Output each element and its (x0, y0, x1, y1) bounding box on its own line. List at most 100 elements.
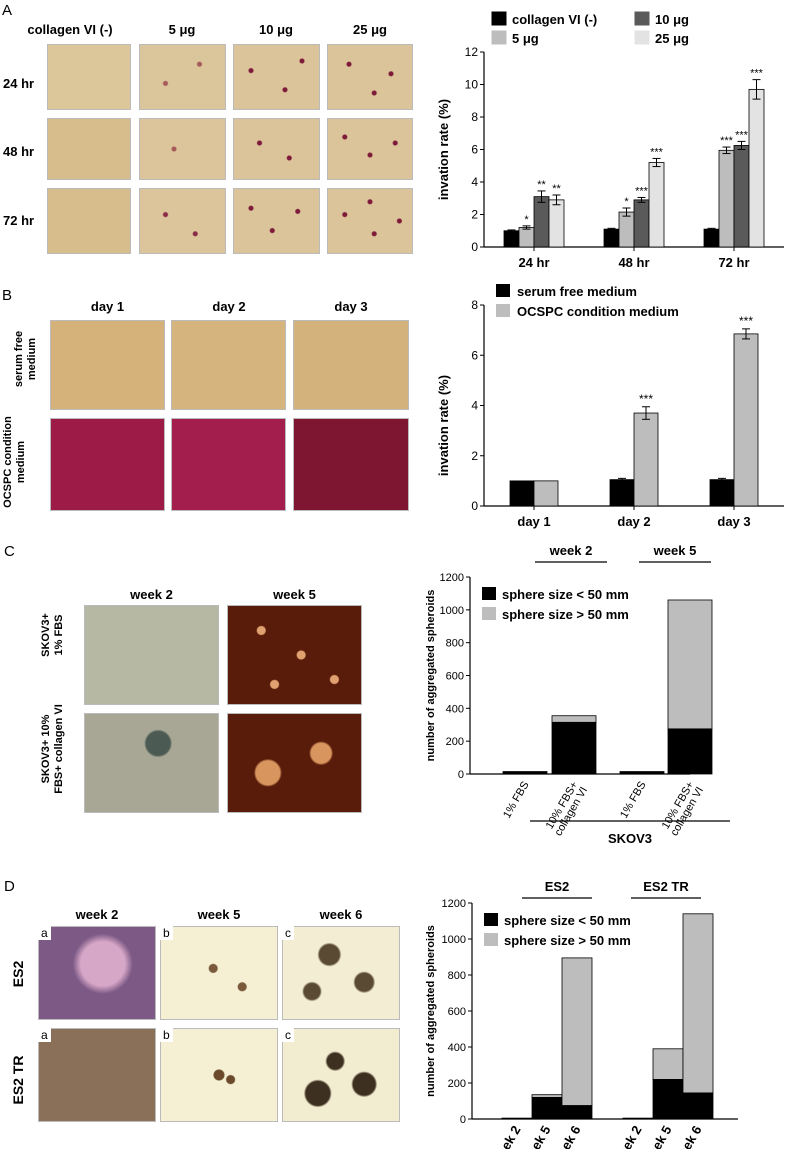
group-header: week 2 (549, 543, 593, 558)
legend-swatch (482, 587, 496, 600)
panel-a-col-header: 5 μg (168, 22, 196, 37)
legend-swatch (634, 30, 650, 45)
panel-b-row-label: serum free medium (13, 330, 38, 388)
cell-line-label: SKOV3 (608, 831, 652, 846)
bar (533, 196, 550, 248)
legend-label: sphere size < 50 mm (504, 913, 631, 928)
panel-b-row-label: OCSPC condition medium (2, 416, 27, 508)
y-tick-label: 2 (471, 208, 478, 222)
panel-c-col-header: week 2 (130, 587, 173, 602)
bar-segment (551, 715, 597, 723)
micrograph-48hr-10ug (233, 118, 320, 180)
micrograph-72hr-control (47, 188, 131, 254)
y-tick-label: 200 (446, 736, 464, 748)
panel-b-col-header: day 3 (334, 299, 368, 314)
significance-label: *** (720, 135, 734, 147)
bar-segment (622, 1117, 654, 1120)
y-tick-label: 6 (471, 143, 478, 157)
significance-label: ** (552, 183, 561, 195)
y-tick-label: 0 (458, 769, 464, 781)
panel-a-row-label: 24 hr (3, 76, 35, 91)
micrograph-48hr-5ug (139, 118, 226, 180)
legend-label: 5 μg (512, 31, 539, 46)
significance-label: *** (739, 314, 753, 328)
micrograph-skov3-10fbs-collagen-week5 (227, 713, 362, 813)
chart-b-invasion-rate: 0 2 4 6 8 invation rate (%) day 1 day 2 *** day 3… (436, 284, 784, 529)
micrograph-serum-free-day2 (171, 320, 286, 410)
legend-label: sphere size > 50 mm (502, 607, 629, 622)
micrograph-24hr-25ug (327, 44, 413, 110)
x-tick-label: day 2 (617, 514, 650, 529)
micrograph-es2tr-week2 (38, 1028, 156, 1122)
micrograph-skov3-1fbs-week2 (84, 605, 219, 705)
panel-letter-d: D (4, 878, 15, 895)
x-category-label: 1% FBS (618, 780, 649, 821)
panel-d-row-label: ES2 (10, 960, 26, 988)
bar (748, 88, 765, 248)
panel-letter-c: C (4, 543, 15, 560)
y-tick-label: 8 (471, 298, 478, 312)
panel-d-col-header: week 2 (75, 907, 119, 922)
x-tick-label: day 1 (517, 514, 550, 529)
x-tick-label: 72 hr (718, 255, 749, 270)
x-tick-label: day 3 (717, 514, 750, 529)
legend-swatch (496, 284, 510, 297)
y-axis-title: invation rate (%) (436, 99, 451, 200)
micrograph-ocspc-day2 (171, 418, 286, 511)
sub-label: a (38, 926, 51, 940)
bar-segment (502, 771, 548, 775)
micrograph-72hr-10ug (233, 188, 320, 254)
legend-swatch (484, 913, 498, 926)
panel-c-row-label: SKOV3+ 1% FBS (40, 613, 65, 657)
micrograph-es2tr-week5 (160, 1028, 278, 1122)
x-category-label: week 6 (549, 1123, 584, 1149)
legend-label: sphere size < 50 mm (502, 587, 629, 602)
panel-a-col-header: 25 μg (353, 22, 387, 37)
bar-segment (652, 1048, 684, 1080)
micrograph-ocspc-day3 (293, 418, 409, 511)
bar (633, 412, 659, 507)
y-tick-label: 800 (448, 970, 466, 982)
bar (509, 480, 535, 507)
micrograph-72hr-5ug (139, 188, 226, 254)
bar-segment (667, 728, 713, 775)
micrograph-es2-week5 (160, 926, 278, 1020)
bar-segment (501, 1117, 533, 1120)
legend-label: OCSPC condition medium (517, 304, 679, 319)
y-tick-label: 1200 (440, 572, 464, 584)
chart-d-spheroids: 0 200 400 600 800 1000 1200 number of aggregate… (425, 879, 738, 1149)
micrograph-48hr-25ug (327, 118, 413, 180)
bar (648, 162, 665, 248)
panel-d-col-header: week 5 (197, 907, 241, 922)
bar-segment (561, 1105, 593, 1120)
sub-label: c (282, 1028, 294, 1042)
micrograph-24hr-control (47, 44, 131, 110)
bar-segment (682, 1092, 714, 1120)
x-category-label: 10% FBS+collagen VI (543, 780, 590, 839)
significance-label: * (524, 214, 529, 226)
panel-c-col-header: week 5 (273, 587, 316, 602)
bar-segment (531, 1096, 563, 1120)
panel-a-row-label: 48 hr (3, 144, 35, 159)
bar (709, 479, 735, 507)
panel-a-col-header: collagen VI (-) (27, 22, 113, 37)
legend-swatch (484, 933, 498, 946)
y-tick-label: 1200 (442, 898, 466, 910)
y-tick-label: 0 (460, 1114, 466, 1126)
significance-label: * (624, 196, 629, 208)
y-tick-label: 10 (465, 78, 479, 92)
legend-label: serum free medium (517, 284, 637, 299)
legend-swatch (482, 607, 496, 620)
y-tick-label: 0 (471, 499, 478, 513)
bar-segment (682, 913, 714, 1094)
y-tick-label: 2 (471, 449, 478, 463)
panel-a-row-label: 72 hr (3, 213, 35, 228)
y-axis-title: invation rate (%) (436, 375, 451, 476)
y-tick-label: 200 (448, 1078, 466, 1090)
bar-segment (561, 957, 593, 1106)
bar (548, 199, 565, 248)
micrograph-es2-week6 (282, 926, 400, 1020)
x-category-label: 1% FBS (501, 780, 532, 821)
y-tick-label: 6 (471, 348, 478, 362)
